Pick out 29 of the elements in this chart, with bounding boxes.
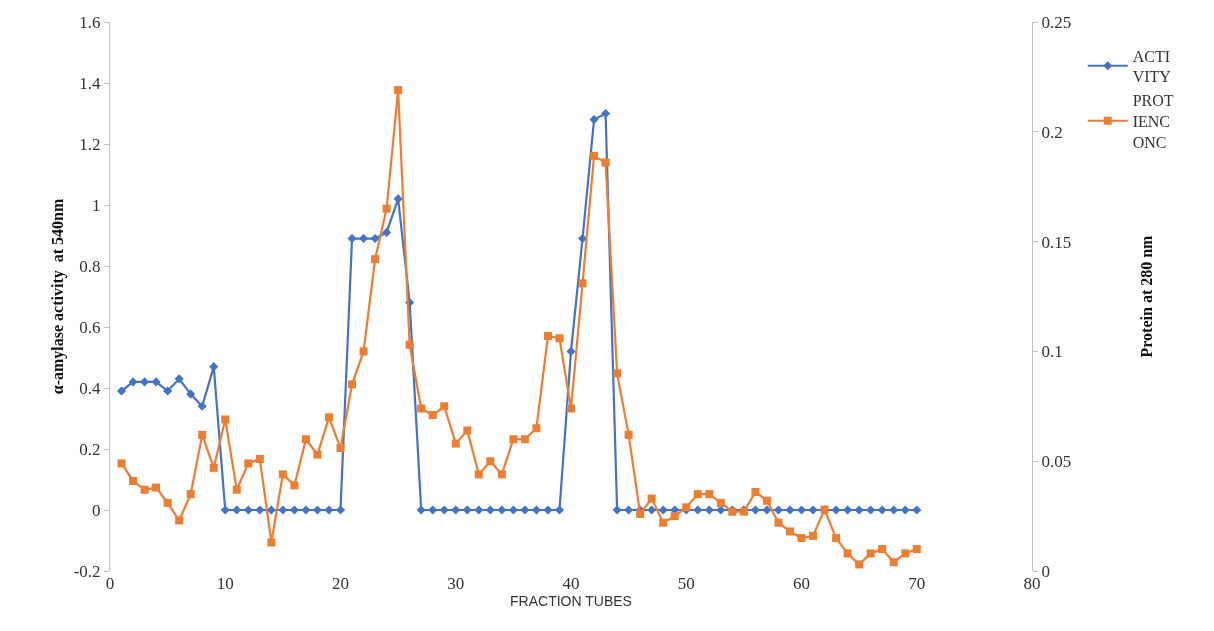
y-tick-label: 1.6 <box>79 12 101 32</box>
x-tick-label: 0 <box>105 574 115 593</box>
x-tick-label: 20 <box>332 574 349 593</box>
y-tick-label: -0.2 <box>73 561 101 581</box>
x-tick-label: 70 <box>908 574 926 593</box>
y2-tick-label: 0.25 <box>1041 12 1072 32</box>
y-tick-label: 1.4 <box>79 73 102 93</box>
legend-label: ACTIVITY <box>1132 47 1172 86</box>
x-tick-label: 30 <box>447 574 465 593</box>
x-tick-label: 50 <box>677 574 695 593</box>
y-tick-label: 1.2 <box>79 134 101 154</box>
y-tick-label: 0.8 <box>79 256 101 276</box>
y-tick-label: 0.2 <box>79 439 101 459</box>
y-tick-label: 0.4 <box>79 378 102 398</box>
x-axis-title: FRACTION TUBES <box>510 593 632 609</box>
y-tick-label: 1 <box>92 195 101 215</box>
y2-axis-title: Protein at 280 nm <box>1137 234 1155 358</box>
y2-tick-label: 0.1 <box>1041 342 1063 362</box>
y2-tick-label: 0.15 <box>1041 232 1072 252</box>
y-axis-title: α-amylase activity at 540nm <box>48 198 67 395</box>
x-tick-label: 10 <box>216 574 234 593</box>
legend-label: PROTIENCONC <box>1132 92 1174 151</box>
y2-tick-label: 0.2 <box>1041 122 1063 142</box>
x-tick-label: 60 <box>793 574 810 593</box>
y-tick-label: 0.6 <box>79 317 101 337</box>
y-tick-label: 0 <box>92 500 101 520</box>
y2-tick-label: 0.05 <box>1041 452 1072 472</box>
x-tick-label: 80 <box>1023 574 1041 593</box>
x-tick-label: 40 <box>562 574 580 593</box>
